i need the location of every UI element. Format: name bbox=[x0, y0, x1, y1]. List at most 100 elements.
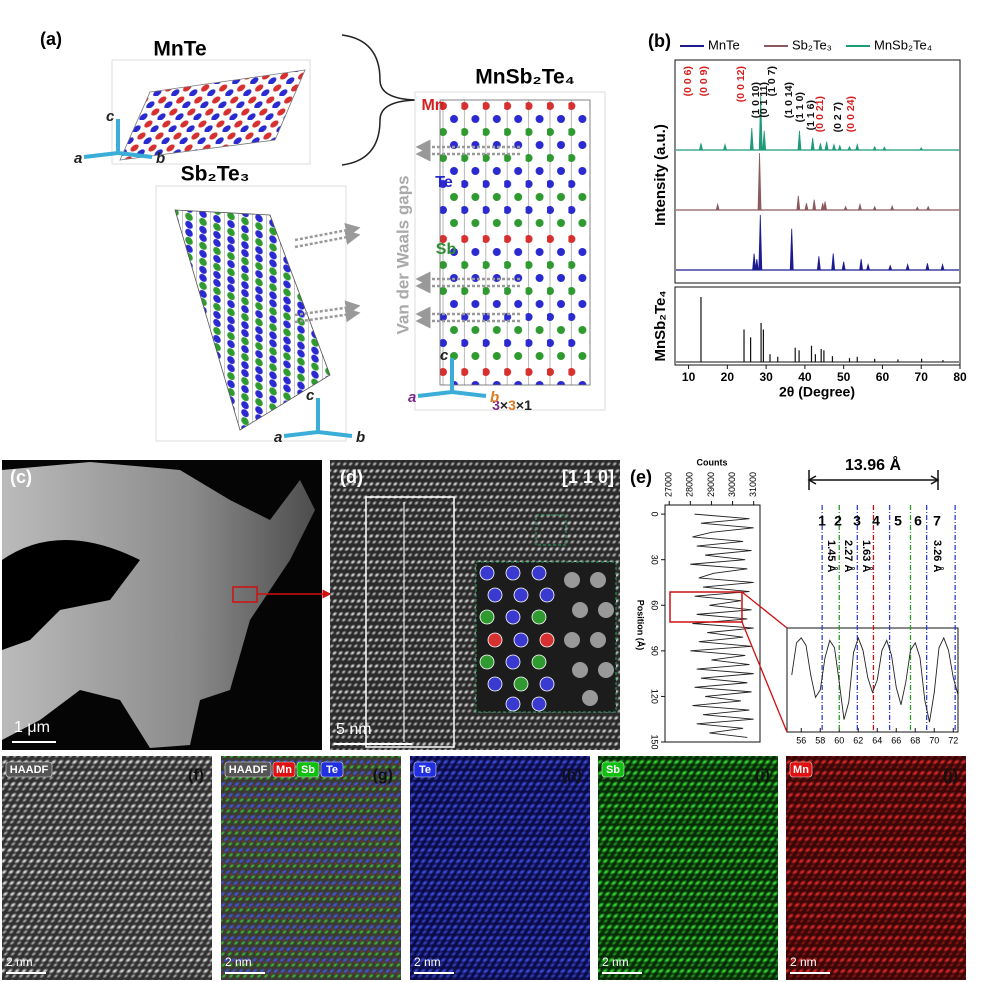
profile-curve bbox=[690, 513, 754, 738]
eds-map bbox=[786, 756, 966, 980]
zoom-connector bbox=[741, 621, 788, 733]
axis-arrow bbox=[451, 390, 487, 398]
panel-c: (c) 1 μm bbox=[2, 460, 332, 750]
zoom-connector bbox=[741, 591, 788, 629]
eds-map bbox=[221, 756, 401, 980]
plot-frame bbox=[786, 627, 959, 733]
layer-number: 1 bbox=[818, 513, 826, 529]
x-tick-label: 30000 bbox=[727, 472, 737, 497]
y-tick-label: 0 bbox=[650, 512, 660, 517]
xrd-peak bbox=[905, 262, 910, 271]
axis-letter: a bbox=[274, 429, 282, 446]
xrd-peak bbox=[882, 146, 887, 151]
sb2te3-lattice bbox=[174, 209, 331, 431]
xrd-peak bbox=[890, 204, 895, 211]
x-axis-label: Counts bbox=[697, 457, 728, 467]
panel-label: (g) bbox=[373, 767, 393, 784]
axis-arrow bbox=[117, 151, 153, 159]
scale-label: 2 nm bbox=[602, 955, 629, 969]
xrd-peak bbox=[926, 205, 931, 211]
x-tick-label: 31000 bbox=[748, 472, 758, 497]
axis-letter: a bbox=[408, 389, 416, 406]
x-axis-label: 2θ (Degree) bbox=[779, 384, 855, 400]
axis-arrow bbox=[317, 430, 353, 438]
channel-tag-label: Mn bbox=[793, 764, 809, 776]
layer-number: 2 bbox=[834, 513, 842, 529]
xrd-peak bbox=[832, 142, 836, 151]
peak-label: (1 0 7) bbox=[766, 66, 778, 96]
eds-maps: (f) HAADF 2 nm (g) HAADF Mn Sb Te 2 nm (h) Te 2 nm (… bbox=[2, 756, 966, 980]
channel-tag-label: Te bbox=[326, 764, 338, 776]
xrd-peak bbox=[810, 137, 815, 151]
panel-label: (f) bbox=[188, 767, 204, 784]
x-tick-label: 62 bbox=[853, 735, 863, 745]
panel-label: (b) bbox=[648, 31, 671, 51]
structure-title: MnSb₂Te₄ bbox=[475, 66, 574, 89]
x-tick-label: 68 bbox=[910, 735, 920, 745]
y-axis-label: MnSb₂Te₄ bbox=[652, 290, 669, 361]
layer-number: 3 bbox=[853, 513, 861, 529]
x-tick-label: 56 bbox=[796, 735, 806, 745]
plot-frame bbox=[674, 59, 961, 284]
panel-label: (e) bbox=[630, 467, 652, 487]
xrd-peak bbox=[723, 142, 727, 151]
panel-label: (a) bbox=[40, 29, 62, 49]
supercell: 3×3×1 bbox=[492, 397, 532, 413]
x-tick-label: 72 bbox=[948, 735, 958, 745]
xrd-peak bbox=[940, 262, 945, 271]
x-tick-label: 70 bbox=[929, 735, 939, 745]
scale-label: 5 nm bbox=[336, 721, 372, 738]
peak-label: (1 1 6) bbox=[805, 100, 817, 130]
axis-letter: b bbox=[156, 150, 165, 167]
xrd-peak bbox=[715, 202, 720, 211]
xrd-peak bbox=[888, 264, 893, 271]
mnsb2te4-lattice bbox=[439, 99, 591, 386]
peak-label: (0 0 21) bbox=[814, 96, 826, 132]
brace bbox=[341, 34, 421, 166]
axis-letter: c bbox=[106, 108, 115, 125]
xrd-peak bbox=[831, 253, 836, 271]
inset-raw-atoms bbox=[564, 572, 614, 706]
channel-tag bbox=[5, 761, 53, 778]
xrd-peak bbox=[818, 143, 823, 151]
xrd-peak bbox=[915, 206, 920, 211]
channel-tag bbox=[601, 761, 625, 778]
peak-label: (0 0 24) bbox=[845, 96, 857, 132]
x-tick-label: 60 bbox=[834, 735, 844, 745]
peak-label: (0 1 11) bbox=[758, 82, 770, 118]
element-label: Te bbox=[435, 174, 453, 191]
plot-frame bbox=[674, 286, 961, 366]
axis-arrow bbox=[417, 390, 453, 398]
panel-label: (d) bbox=[340, 467, 363, 487]
mnte-lattice bbox=[119, 69, 306, 161]
structure-title: Sb₂Te₃ bbox=[181, 163, 250, 186]
x-tick-label: 29000 bbox=[706, 472, 716, 497]
scale-label: 2 nm bbox=[414, 955, 441, 969]
channel-tag bbox=[320, 761, 344, 778]
sem-flake bbox=[2, 462, 315, 748]
distance-label: 3.26 Å bbox=[931, 540, 944, 572]
xrd-peak bbox=[872, 145, 877, 151]
xrd-peak bbox=[797, 130, 802, 151]
panel-b: (b) Intensity (a.u.) MnSb₂Te₄ 2θ (Degree… bbox=[648, 31, 967, 400]
y-axis-label: Position (Å) bbox=[636, 600, 646, 651]
channel-tag-label: HAADF bbox=[229, 764, 268, 776]
x-tick-label: 10 bbox=[682, 370, 696, 384]
x-tick-label: 27000 bbox=[664, 472, 674, 497]
x-tick-label: 64 bbox=[872, 735, 882, 745]
zone-axis: [1 1 0] bbox=[562, 467, 614, 487]
x-tick-label: 40 bbox=[798, 370, 812, 384]
xrd-peak bbox=[789, 228, 794, 271]
eds-map bbox=[2, 756, 212, 980]
xrd-peak bbox=[872, 205, 877, 211]
eds-map bbox=[598, 756, 778, 980]
period-bracket bbox=[807, 475, 940, 485]
xrd-peak bbox=[858, 202, 862, 211]
y-tick-label: 90 bbox=[650, 646, 660, 656]
x-tick-label: 30 bbox=[759, 370, 773, 384]
xrd-peak bbox=[816, 256, 821, 271]
scale-label: 2 nm bbox=[790, 955, 817, 969]
legend-label: MnTe bbox=[708, 37, 740, 52]
axis-arrow bbox=[283, 430, 319, 438]
xrd-peak bbox=[757, 152, 762, 211]
